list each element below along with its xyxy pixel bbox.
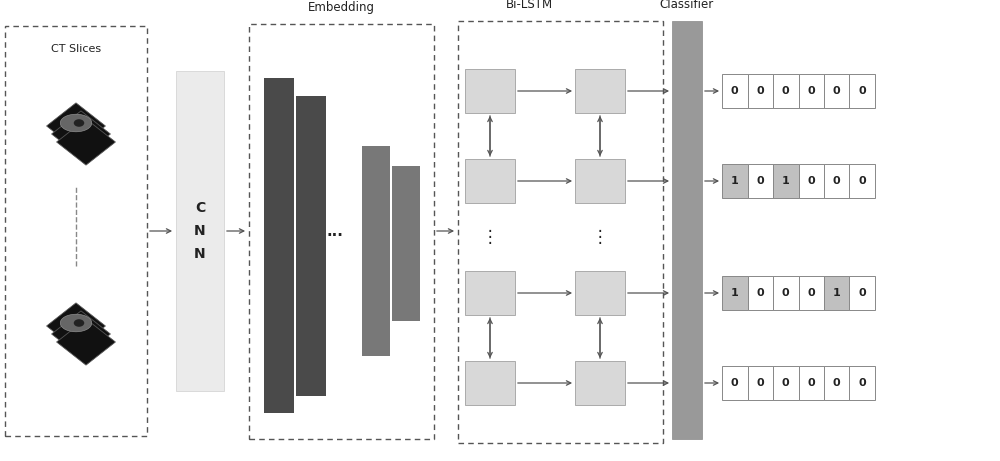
Text: ...: ... (327, 224, 343, 238)
Bar (362, 146, 390, 356)
Bar (798, 164, 824, 198)
Text: 0: 0 (756, 176, 764, 186)
Text: 0: 0 (807, 378, 815, 388)
Bar (773, 276, 798, 310)
Ellipse shape (74, 319, 84, 327)
Text: 1: 1 (833, 288, 841, 298)
Text: 0: 0 (731, 86, 739, 96)
Polygon shape (47, 103, 105, 149)
Text: Bi-LSTM: Bi-LSTM (506, 0, 553, 11)
Bar (722, 276, 748, 310)
Ellipse shape (74, 119, 84, 127)
Bar (748, 366, 773, 400)
Bar (798, 74, 824, 108)
Bar (722, 366, 748, 400)
Bar (748, 74, 773, 108)
Bar (773, 74, 798, 108)
Bar (575, 159, 625, 203)
Text: Classifier: Classifier (660, 0, 714, 11)
Text: 0: 0 (782, 288, 790, 298)
Bar (392, 166, 420, 321)
Text: 0: 0 (833, 378, 841, 388)
Text: 0: 0 (807, 288, 815, 298)
Bar (824, 366, 850, 400)
Bar (176, 71, 224, 391)
Text: 0: 0 (731, 378, 739, 388)
Text: 1: 1 (782, 176, 790, 186)
Bar (798, 276, 824, 310)
Bar (264, 78, 294, 413)
Bar (748, 276, 773, 310)
Text: 1: 1 (731, 176, 739, 186)
Text: 0: 0 (756, 288, 764, 298)
Bar (849, 74, 875, 108)
Text: 0: 0 (782, 86, 790, 96)
Bar (465, 271, 515, 315)
Bar (773, 366, 798, 400)
Bar (575, 271, 625, 315)
Text: 1: 1 (731, 288, 739, 298)
Bar (824, 164, 850, 198)
Polygon shape (52, 111, 110, 157)
Bar (722, 74, 748, 108)
Text: 0: 0 (807, 86, 815, 96)
Bar (722, 164, 748, 198)
Bar (465, 69, 515, 113)
Text: 0: 0 (833, 176, 841, 186)
Text: 0: 0 (807, 176, 815, 186)
Text: 0: 0 (756, 378, 764, 388)
Ellipse shape (60, 114, 92, 132)
Bar (458, 21, 663, 443)
Text: 0: 0 (858, 378, 866, 388)
Text: 0: 0 (833, 86, 841, 96)
Polygon shape (57, 119, 115, 165)
Bar (849, 366, 875, 400)
Text: 0: 0 (756, 86, 764, 96)
Bar (824, 276, 850, 310)
Text: 0: 0 (858, 288, 866, 298)
Text: ⋮: ⋮ (592, 228, 608, 246)
Polygon shape (52, 311, 110, 357)
Bar (249, 24, 434, 439)
Text: ⋮: ⋮ (482, 228, 498, 246)
Bar (798, 366, 824, 400)
Bar (849, 276, 875, 310)
Text: 0: 0 (782, 378, 790, 388)
Bar (672, 21, 702, 439)
Text: Embedding: Embedding (308, 1, 375, 14)
Polygon shape (47, 303, 105, 349)
Bar (575, 361, 625, 405)
Bar (465, 361, 515, 405)
Bar (465, 159, 515, 203)
Bar (824, 74, 850, 108)
Text: 0: 0 (858, 86, 866, 96)
Text: 0: 0 (858, 176, 866, 186)
Bar (296, 96, 326, 396)
Bar (748, 164, 773, 198)
Bar (575, 69, 625, 113)
Ellipse shape (60, 314, 92, 332)
Bar (773, 164, 798, 198)
Polygon shape (57, 319, 115, 365)
Bar (5, 26, 147, 436)
Text: C
N
N: C N N (194, 201, 206, 261)
Bar (849, 164, 875, 198)
Text: CT Slices: CT Slices (51, 44, 101, 54)
